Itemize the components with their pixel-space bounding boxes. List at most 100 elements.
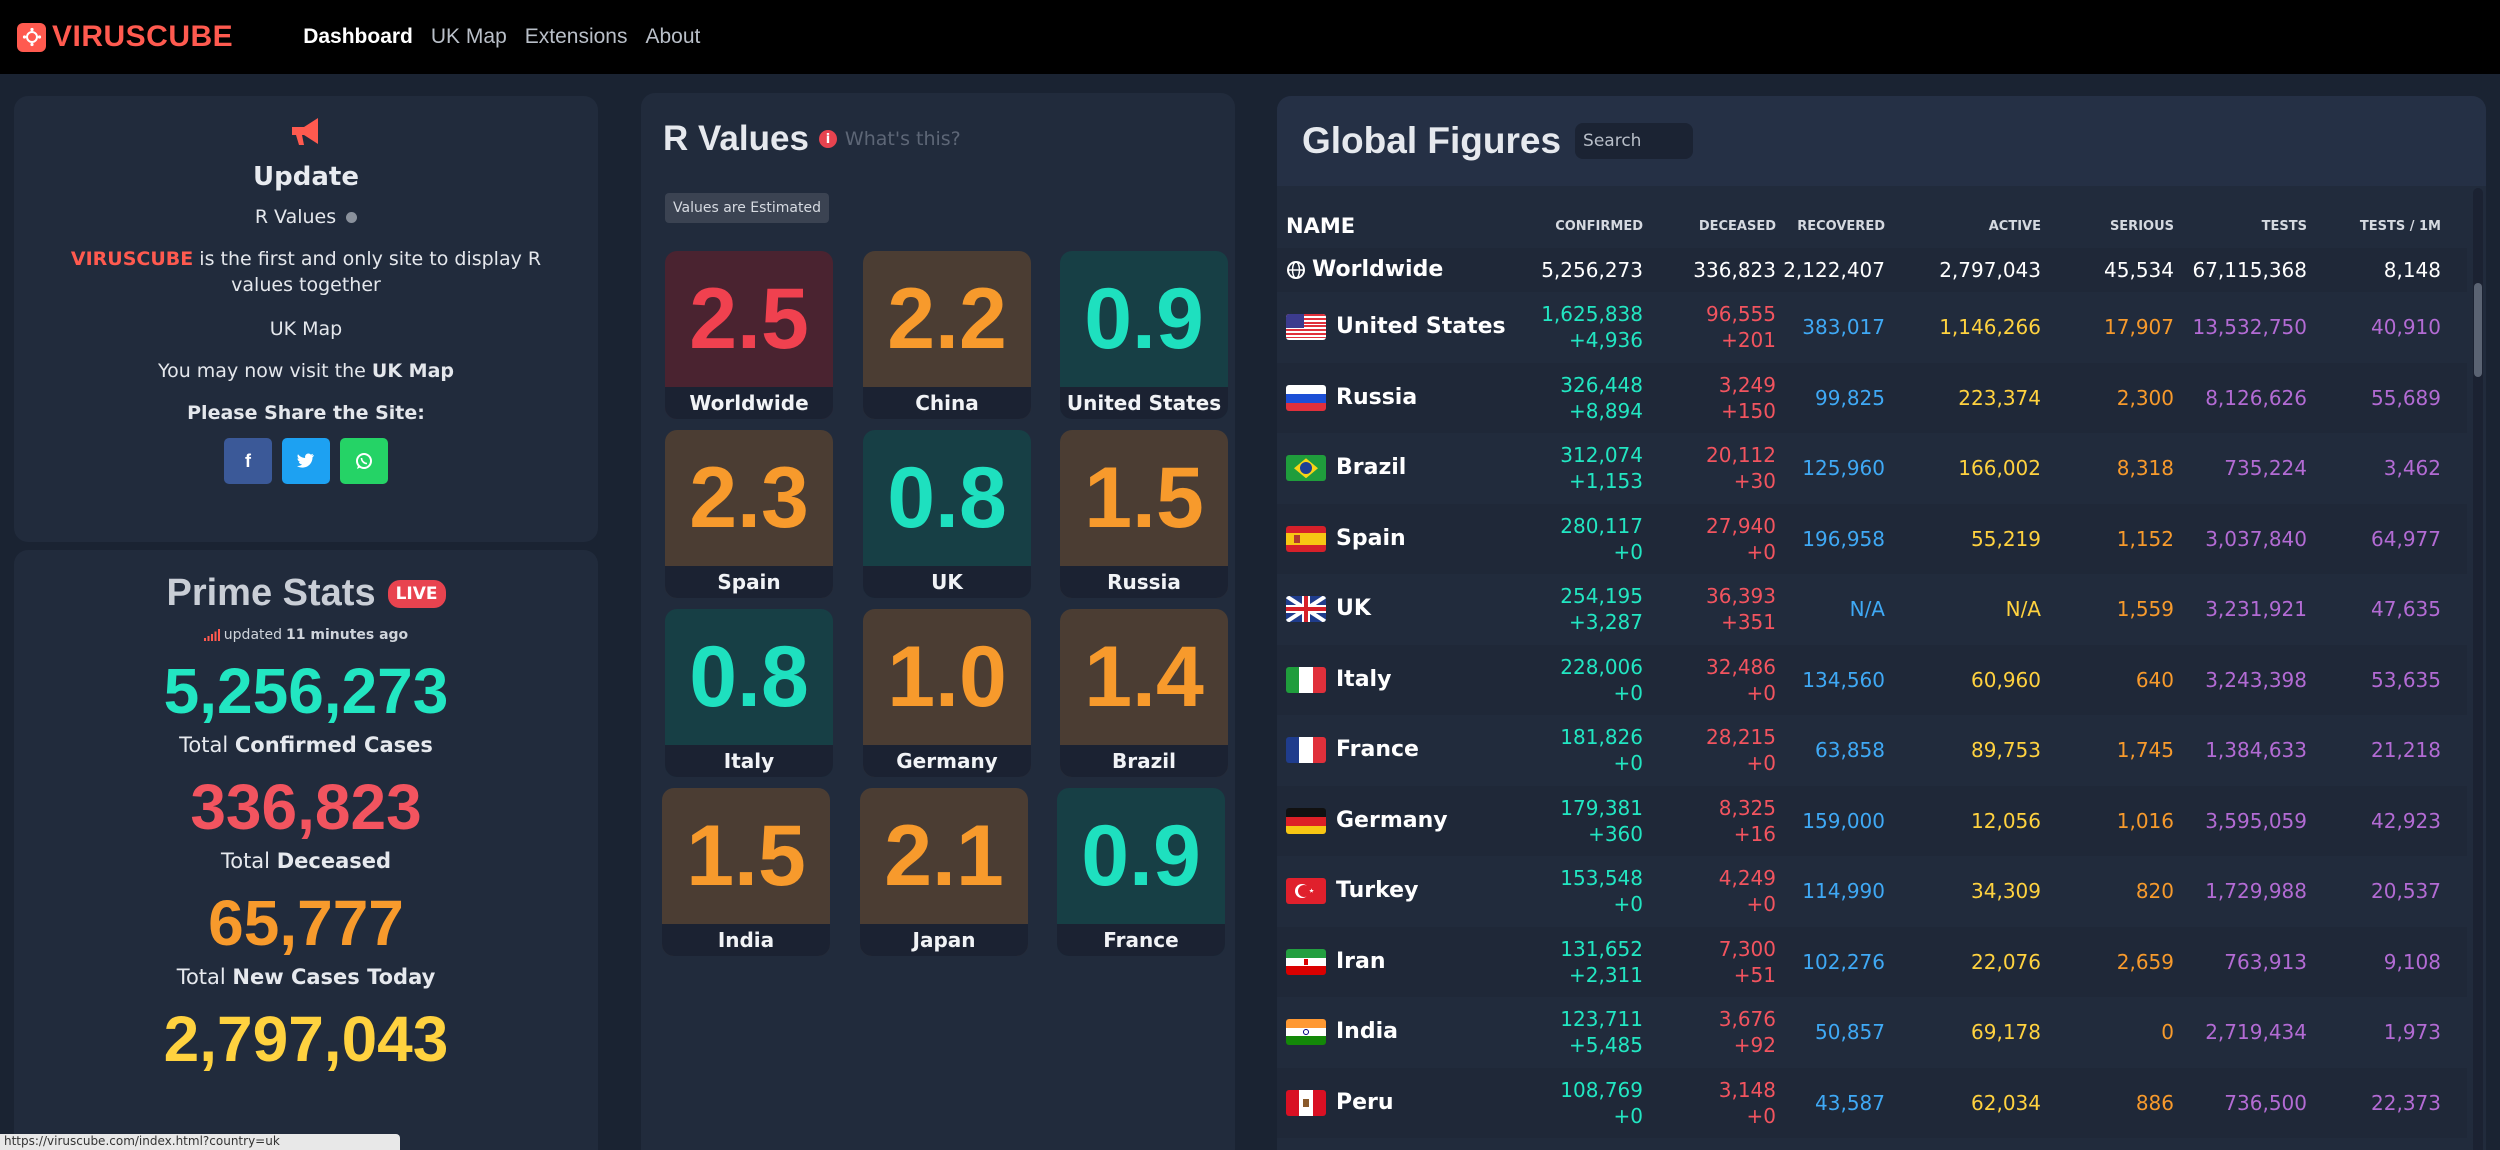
nav-link-about[interactable]: About: [645, 25, 701, 48]
table-row[interactable]: India 123,711 +5,485 3,676 +92 50,857 69…: [1277, 997, 2467, 1068]
cell-recovered: 159,000: [1802, 808, 1885, 833]
row-name: Germany: [1286, 786, 1526, 857]
search-input[interactable]: [1575, 123, 1694, 159]
table-row[interactable]: Iran 131,652 +2,311 7,300 +51 102,276 22…: [1277, 926, 2467, 998]
visit-uk-map-link[interactable]: UK Map: [371, 360, 454, 382]
cell-deceased-total: 7,300: [1718, 936, 1776, 961]
r-card-worldwide[interactable]: 2.5 Worldwide: [665, 251, 833, 419]
r-card-country: Japan: [860, 924, 1028, 956]
table-row[interactable]: UK 254,195 +3,287 36,393 +351 N/A N/A 1,…: [1277, 574, 2467, 645]
cell-recovered: 2,122,407: [1783, 258, 1885, 282]
r-card-country: Worldwide: [665, 387, 833, 419]
cell-deceased: 32,486 +0: [1277, 645, 1776, 716]
cell-deceased-new: +92: [1733, 1033, 1776, 1058]
flag-br-icon: [1286, 455, 1326, 482]
cell-deceased-new: +0: [1746, 680, 1776, 705]
scrollbar-thumb[interactable]: [2474, 283, 2482, 377]
cell-confirmed-total: 153,548: [1560, 866, 1643, 891]
global-figures-title: Global Figures: [1302, 120, 1562, 161]
cell-deceased: 96,555 +201: [1277, 292, 1776, 363]
table-row[interactable]: Turkey 153,548 +0 4,249 +0 114,990 34,30…: [1277, 856, 2467, 927]
r-card-spain[interactable]: 2.3 Spain: [665, 430, 833, 598]
nav-link-dashboard[interactable]: Dashboard: [303, 25, 413, 48]
cell-confirmed-new: +0: [1613, 1103, 1643, 1128]
table-row[interactable]: Peru 108,769 +0 3,148 +0 43,587 62,034 8…: [1277, 1067, 2467, 1138]
r-card-uk[interactable]: 0.8 UK: [863, 430, 1031, 598]
cell-confirmed: 280,117 +0: [1277, 504, 1643, 575]
r-card-value: 0.8: [887, 449, 1007, 546]
cell-confirmed-total: 123,711: [1560, 1007, 1643, 1032]
cell-confirmed-new: +2,311: [1568, 962, 1643, 987]
stat-active-value: 2,797,043: [163, 1003, 449, 1075]
r-card-italy[interactable]: 0.8 Italy: [665, 609, 833, 777]
cell-confirmed-new: +360: [1588, 821, 1643, 846]
flag-pe-icon: [1286, 1089, 1326, 1116]
header-tests[interactable]: TESTS: [2261, 218, 2307, 234]
r-card-india[interactable]: 1.5 India: [662, 788, 830, 956]
table-row[interactable]: Russia 326,448 +8,894 3,249 +150 99,825 …: [1277, 362, 2467, 434]
cell-deceased-new: +201: [1721, 328, 1776, 353]
twitter-share-button[interactable]: [282, 438, 330, 484]
cell-tests: 2,719,434: [2205, 1020, 2307, 1045]
header-deceased[interactable]: DECEASED: [1698, 218, 1776, 234]
info-icon[interactable]: i: [818, 130, 837, 148]
whatsapp-share-button[interactable]: [340, 438, 388, 484]
nav-link-extensions[interactable]: Extensions: [524, 25, 628, 48]
updated-time: 11 minutes ago: [286, 627, 409, 643]
r-card-france[interactable]: 0.9 France: [1057, 788, 1225, 956]
r-card-united-states[interactable]: 0.9 United States: [1060, 251, 1228, 419]
nav-link-uk-map[interactable]: UK Map: [430, 25, 507, 48]
flag-us-icon: [1286, 314, 1326, 341]
r-card-country: Spain: [665, 566, 833, 598]
cell-confirmed-total: 181,826: [1560, 725, 1643, 750]
table-row[interactable]: Spain 280,117 +0 27,940 +0 196,958 55,21…: [1277, 503, 2467, 575]
cell-deceased-new: +0: [1746, 751, 1776, 776]
row-name: Russia: [1286, 363, 1526, 434]
cell-deceased-total: 28,215: [1706, 725, 1776, 750]
brand-logo[interactable]: VIRUSCUBE: [17, 20, 233, 54]
virus-icon: [17, 22, 46, 52]
cell-deceased: 27,940 +0: [1277, 504, 1776, 575]
cell-tests: 1,729,988: [2205, 879, 2307, 904]
cell-serious: 1,016: [2116, 808, 2174, 833]
cell-confirmed-total: 326,448: [1560, 372, 1643, 397]
row-name-text: Spain: [1336, 525, 1406, 551]
header-name[interactable]: NAME: [1286, 214, 1356, 238]
cell-deceased-total: 36,393: [1706, 584, 1776, 609]
info-icon: [346, 212, 358, 223]
r-card-brazil[interactable]: 1.4 Brazil: [1060, 609, 1228, 777]
cell-tests-per-million: 40,910: [2371, 315, 2441, 340]
cell-tests-per-million: 8,148: [2383, 258, 2441, 282]
whats-this-link[interactable]: What's this?: [844, 128, 961, 150]
header-recovered[interactable]: RECOVERED: [1797, 218, 1885, 234]
row-name: France: [1286, 715, 1526, 786]
row-name-text: Brazil: [1336, 455, 1407, 481]
facebook-share-button[interactable]: f: [224, 438, 272, 484]
cell-deceased-total: 20,112: [1706, 443, 1776, 468]
r-values-label: R Values: [254, 206, 337, 228]
r-card-russia[interactable]: 1.5 Russia: [1060, 430, 1228, 598]
table-row[interactable]: France 181,826 +0 28,215 +0 63,858 89,75…: [1277, 715, 2467, 786]
table-row[interactable]: Italy 228,006 +0 32,486 +0 134,560 60,96…: [1277, 644, 2467, 716]
cell-tests-per-million: 20,537: [2371, 879, 2441, 904]
header-tests-per-million[interactable]: TESTS / 1M: [2359, 218, 2441, 234]
table-row-worldwide[interactable]: Worldwide 5,256,273 336,823 2,122,407 2,…: [1277, 248, 2467, 292]
header-active[interactable]: ACTIVE: [1988, 218, 2041, 234]
table-row[interactable]: United States 1,625,838 +4,936 96,555 +2…: [1277, 292, 2467, 363]
signal-icon: [203, 629, 220, 641]
cell-confirmed: 5,256,273: [1541, 258, 1643, 282]
estimated-badge: Values are Estimated: [665, 193, 830, 223]
cell-serious: 1,152: [2116, 526, 2174, 551]
global-figures-header: Global Figures: [1277, 96, 2486, 186]
header-serious[interactable]: SERIOUS: [2109, 218, 2174, 234]
r-card-value: 1.5: [686, 807, 806, 904]
r-card-germany[interactable]: 1.0 Germany: [863, 609, 1031, 777]
r-card-japan[interactable]: 2.1 Japan: [860, 788, 1028, 956]
row-name: Iran: [1286, 927, 1526, 998]
table-row[interactable]: Germany 179,381 +360 8,325 +16 159,000 1…: [1277, 785, 2467, 857]
r-card-china[interactable]: 2.2 China: [863, 251, 1031, 419]
table-row[interactable]: Brazil 312,074 +1,153 20,112 +30 125,960…: [1277, 433, 2467, 504]
stat-confirmed: 5,256,273 Total Confirmed Cases: [14, 655, 598, 757]
table-scrollbar[interactable]: [2473, 188, 2483, 1150]
header-confirmed[interactable]: CONFIRMED: [1555, 218, 1643, 234]
